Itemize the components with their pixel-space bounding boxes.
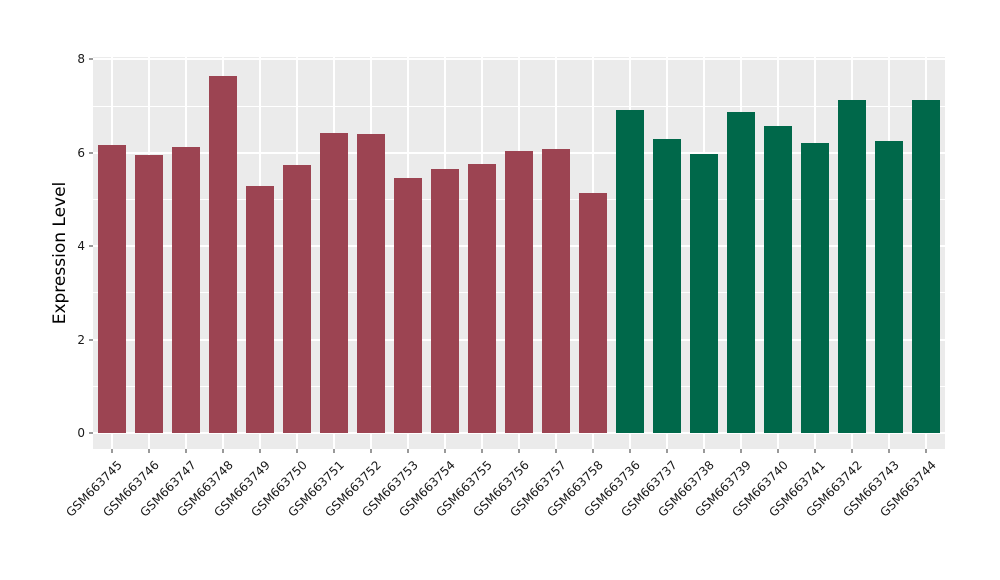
x-tick-mark [814,449,816,453]
x-tick-mark [333,449,335,453]
y-tick-mark [89,339,93,341]
x-tick-mark [777,449,779,453]
bar-GSM663742 [838,99,867,433]
bar-GSM663738 [690,154,719,433]
y-tick-mark [89,245,93,247]
y-tick-label: 8 [77,52,85,67]
bar-GSM663743 [875,141,904,433]
bar-GSM663754 [430,168,459,433]
bar-GSM663747 [171,147,200,433]
bar-GSM663740 [764,125,793,433]
x-tick-mark [481,449,483,453]
y-tick-label: 4 [77,239,85,254]
bar-GSM663758 [579,193,608,433]
bar-GSM663749 [245,185,274,433]
x-tick-mark [925,449,927,453]
x-tick-mark [555,449,557,453]
bar-GSM663753 [393,178,422,433]
y-tick-mark [89,432,93,434]
bar-GSM663746 [134,155,163,433]
bar-GSM663741 [801,142,830,433]
bar-GSM663752 [356,133,385,433]
bar-GSM663757 [542,148,571,433]
y-tick-label: 6 [77,145,85,160]
x-tick-mark [666,449,668,453]
bar-GSM663736 [616,109,645,433]
x-tick-mark [111,449,113,453]
x-tick-mark [444,449,446,453]
x-tick-mark [740,449,742,453]
bar-GSM663745 [97,144,126,433]
x-tick-mark [407,449,409,453]
y-tick-label: 2 [77,332,85,347]
x-tick-mark [222,449,224,453]
bar-GSM663737 [653,138,682,433]
y-tick-mark [89,58,93,60]
x-tick-mark [518,449,520,453]
bar-GSM663751 [319,132,348,433]
x-tick-mark [259,449,261,453]
x-tick-mark [851,449,853,453]
y-axis-title: Expression Level [50,181,70,325]
bar-GSM663750 [282,165,311,433]
bar-GSM663739 [727,111,756,433]
x-tick-mark [703,449,705,453]
bar-GSM663744 [912,99,941,433]
x-tick-mark [629,449,631,453]
x-tick-mark [370,449,372,453]
x-tick-mark [148,449,150,453]
x-tick-mark [592,449,594,453]
bar-GSM663748 [208,75,237,433]
x-tick-mark [296,449,298,453]
y-tick-label: 0 [77,426,85,440]
bar-GSM663756 [505,151,533,433]
x-tick-mark [888,449,890,453]
y-tick-mark [89,152,93,154]
bar-GSM663755 [467,163,496,433]
plot-panel [93,57,945,449]
x-tick-mark [185,449,187,453]
